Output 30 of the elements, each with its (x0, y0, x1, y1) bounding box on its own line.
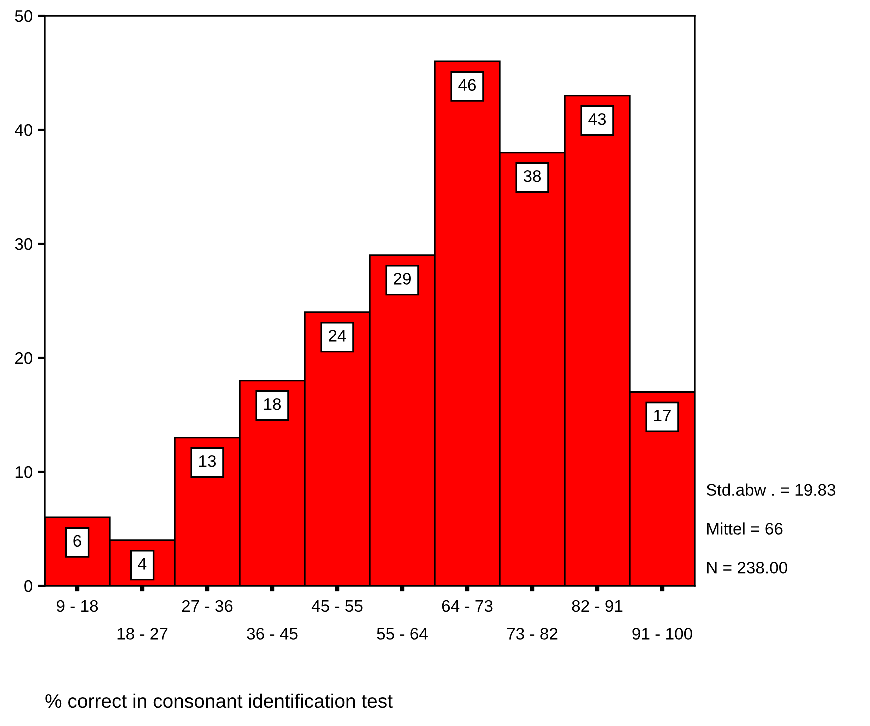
data-label: 6 (74, 535, 82, 548)
x-tick-label: 91 - 100 (632, 628, 692, 640)
data-label: 18 (264, 398, 282, 410)
y-tick-label: 50 (15, 10, 33, 22)
data-label: 4 (138, 558, 147, 570)
y-tick-label: 30 (15, 238, 33, 250)
x-tick-label: 45 - 55 (312, 600, 363, 612)
y-tick-label: 20 (15, 352, 33, 364)
data-label: 17 (654, 410, 671, 422)
x-tick-label: 64 - 73 (442, 600, 493, 612)
x-tick-label: 18 - 27 (118, 628, 168, 640)
y-tick-label: 0 (24, 580, 33, 592)
data-label: 38 (524, 170, 542, 182)
text: N = 238.00 (707, 562, 788, 574)
y-tick-label: 10 (16, 466, 33, 478)
data-label: 46 (458, 79, 476, 92)
data-label: 43 (588, 113, 606, 126)
x-axis-title: % correct in consonant identification test (46, 694, 393, 708)
x-tick-label: 27 - 36 (182, 600, 233, 612)
data-label: 13 (200, 455, 216, 468)
x-tick-label: 36 - 45 (247, 628, 298, 640)
data-label: 29 (394, 273, 411, 285)
data-label: 24 (329, 330, 346, 342)
x-tick-label: 82 - 91 (572, 600, 623, 612)
text: Std.abw . = 19.83 (706, 484, 836, 496)
x-tick-label: 73 - 82 (507, 628, 558, 640)
text: Mittel = 66 (707, 522, 783, 535)
y-tick-label: 40 (15, 124, 33, 136)
x-tick-label: 9 - 18 (56, 600, 98, 612)
x-tick-label: 55 - 64 (377, 628, 428, 640)
